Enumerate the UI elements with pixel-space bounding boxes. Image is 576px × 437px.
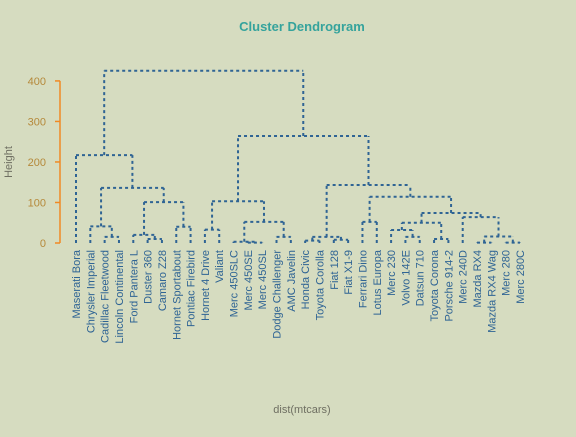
leaf-label: Merc 230 <box>386 250 398 296</box>
leaf-label: Lincoln Continental <box>114 250 126 344</box>
leaf-label: Maserati Bora <box>71 249 83 318</box>
leaf-label: Duster 360 <box>143 250 155 304</box>
leaf-label: Lotus Europa <box>372 249 384 315</box>
y-axis-label: Height <box>3 146 15 178</box>
leaf-label: Merc 280C <box>515 250 527 304</box>
leaf-label: Dodge Challenger <box>272 250 284 339</box>
leaf-label: Valiant <box>214 250 226 283</box>
leaf-label: Ferrari Dino <box>357 250 369 308</box>
leaf-label: Toyota Corona <box>429 249 441 321</box>
leaf-label: Toyota Corolla <box>314 249 326 320</box>
leaf-label: Datsun 710 <box>415 250 427 306</box>
leaf-label: AMC Javelin <box>286 250 298 312</box>
y-tick-label: 200 <box>28 157 46 169</box>
leaf-label: Volvo 142E <box>400 250 412 306</box>
y-tick-label: 0 <box>40 238 46 250</box>
leaf-label: Mazda RX4 <box>472 250 484 307</box>
y-tick-label: 400 <box>28 76 46 88</box>
leaf-label: Merc 280 <box>501 250 513 296</box>
leaf-label: Merc 450SLC <box>229 250 241 317</box>
leaf-label: Hornet Sportabout <box>171 250 183 340</box>
leaf-label: Merc 450SL <box>257 250 269 309</box>
leaf-label: Hornet 4 Drive <box>200 250 212 321</box>
leaf-label: Ford Pantera L <box>128 250 140 323</box>
y-tick-label: 100 <box>28 197 46 209</box>
leaf-label: Merc 240D <box>458 250 470 304</box>
leaf-label: Pontiac Firebird <box>186 250 198 327</box>
y-tick-label: 300 <box>28 116 46 128</box>
leaf-label: Fiat X1-9 <box>343 250 355 295</box>
x-axis-label: dist(mtcars) <box>273 404 330 416</box>
leaf-label: Fiat 128 <box>329 250 341 290</box>
leaf-label: Merc 450SE <box>243 250 255 311</box>
leaf-label: Camaro Z28 <box>157 250 169 311</box>
leaf-label: Porsche 914-2 <box>443 250 455 322</box>
chart-title: Cluster Dendrogram <box>239 19 365 34</box>
leaf-label: Chrysler Imperial <box>85 250 97 333</box>
leaf-label: Honda Civic <box>300 250 312 310</box>
leaf-label: Mazda RX4 Wag <box>486 250 498 333</box>
leaf-label: Cadillac Fleetwood <box>100 250 112 343</box>
